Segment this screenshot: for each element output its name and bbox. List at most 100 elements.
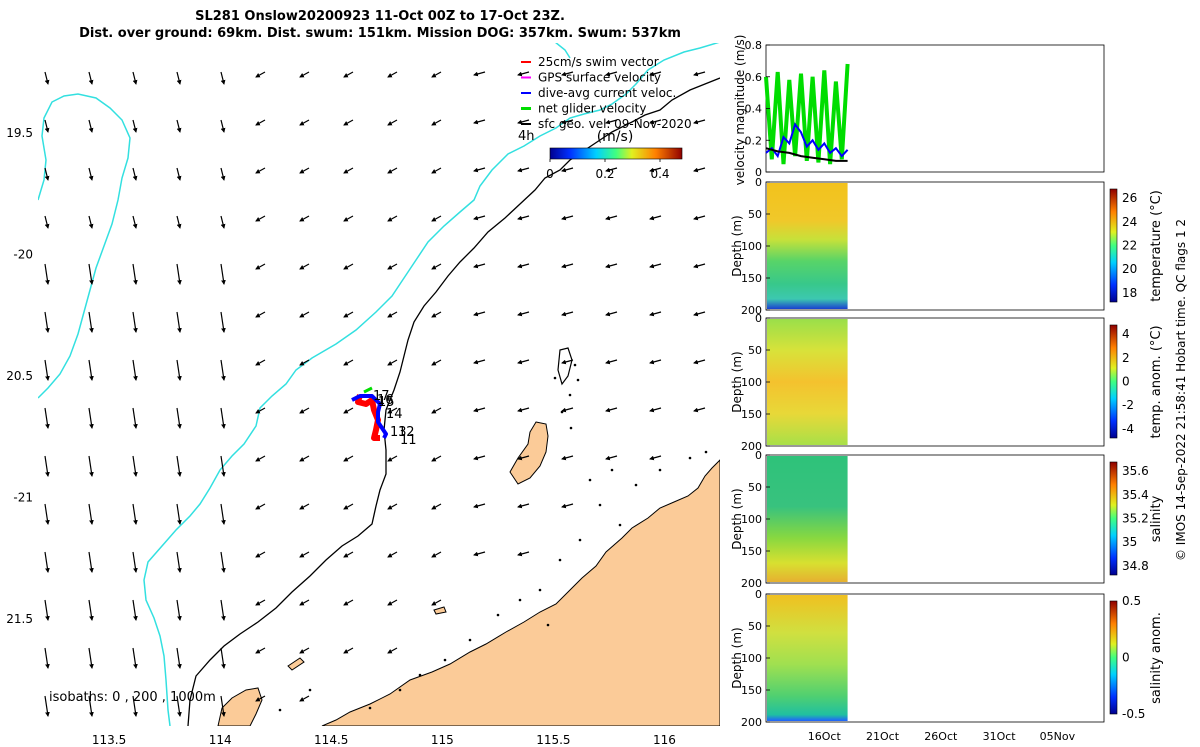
velocity-vector — [343, 359, 354, 366]
velocity-vector — [132, 695, 138, 717]
velocity-vector — [299, 455, 310, 462]
velocity-vector — [605, 215, 618, 221]
map-y-tick-label: 21.5 — [6, 612, 33, 626]
velocity-vector — [649, 119, 662, 125]
section-data-field — [767, 456, 848, 582]
velocity-vector — [255, 647, 266, 654]
geostrophic-velocity-vectors — [44, 71, 706, 717]
velocity-vector — [473, 359, 486, 365]
velocity-vector — [343, 647, 354, 654]
velocity-vector — [299, 263, 310, 270]
depth-tick-label: 100 — [741, 240, 762, 253]
velocity-vector — [473, 551, 486, 557]
isobath-label: isobaths: 0 , 200 , 1000m — [49, 690, 216, 705]
velocity-vector — [431, 503, 442, 510]
velocity-vector — [561, 455, 574, 461]
velocity-vector — [693, 119, 706, 125]
velocity-ytick-label: 0 — [755, 166, 762, 179]
track-day-label: 17 — [373, 389, 390, 404]
velocity-vector — [561, 407, 574, 413]
depth-tick-label: 0 — [755, 449, 762, 462]
colorbar-label: temperature (°C) — [1149, 190, 1164, 302]
velocity-vector — [299, 647, 310, 654]
section-colorbar — [1109, 600, 1118, 715]
date-tick-label: 21Oct — [866, 730, 900, 743]
velocity-vector — [176, 599, 182, 621]
colorbar-label: (m/s) — [597, 129, 634, 145]
velocity-vector — [431, 599, 442, 606]
depth-tick-label: 100 — [741, 376, 762, 389]
velocity-vector — [176, 551, 182, 573]
velocity-vector — [431, 551, 442, 558]
track-day-label: 11 — [400, 433, 417, 448]
velocity-vector — [176, 215, 182, 229]
velocity-vector — [220, 407, 226, 429]
velocity-vector — [44, 599, 50, 621]
net-glider-velocity — [363, 386, 373, 394]
isobath-200m — [38, 43, 720, 726]
velocity-vector — [649, 215, 662, 221]
velocity-vector — [44, 215, 50, 229]
velocity-vector — [176, 407, 182, 429]
velocity-vector — [176, 695, 182, 717]
velocity-vector — [44, 167, 50, 181]
depth-tick-label: 150 — [741, 408, 762, 421]
section-panel-salinity: 0 50 100 150 200 Depth (m) 34.8 35 35.2 35.4 35.6 s… — [730, 449, 1164, 590]
map-x-tick-label: 114.5 — [314, 733, 348, 747]
velocity-vector — [517, 503, 530, 509]
velocity-vector — [88, 455, 94, 477]
velocity-vector — [255, 695, 266, 702]
section-panel-temperature: 0 50 100 150 200 Depth (m) 18 20 22 24 26 temperatu… — [730, 176, 1164, 317]
velocity-vector — [44, 359, 50, 381]
velocity-vector — [132, 311, 138, 333]
island-small-1 — [433, 606, 447, 615]
velocity-vector — [693, 407, 706, 413]
velocity-vector — [44, 119, 50, 133]
velocity-vector — [176, 503, 182, 525]
colorbar-tick-label: 35.2 — [1122, 512, 1149, 526]
velocity-vector — [649, 71, 662, 77]
velocity-ytick-label: 0.6 — [745, 71, 763, 84]
velocity-vector — [343, 311, 354, 318]
velocity-vector — [220, 455, 226, 477]
velocity-vector — [431, 311, 442, 318]
legend-entry: 25cm/s swim vector — [538, 55, 659, 69]
velocity-vector — [517, 263, 530, 269]
velocity-vector — [44, 71, 50, 85]
velocity-vector — [132, 647, 138, 669]
map-y-tick-label: -20 — [13, 247, 33, 261]
velocity-vector — [88, 215, 94, 229]
colorbar-tick-label: 0 — [546, 167, 554, 181]
velocity-vector — [517, 119, 530, 125]
velocity-vector — [343, 599, 354, 606]
speed-colorbar-ticks: 0 0.2 0.4 — [546, 159, 670, 181]
velocity-vector — [299, 503, 310, 510]
depth-tick-label: 50 — [748, 208, 762, 221]
velocity-vector — [44, 647, 50, 669]
velocity-vector — [299, 407, 310, 414]
depth-tick-label: 150 — [741, 545, 762, 558]
velocity-vector — [255, 311, 266, 318]
velocity-vector — [255, 119, 266, 126]
reef-dots — [278, 363, 708, 712]
velocity-vector — [517, 455, 530, 461]
velocity-vector — [44, 407, 50, 429]
velocity-vector — [220, 71, 226, 85]
velocity-vector — [44, 455, 50, 477]
depth-axis-label: Depth (m) — [730, 488, 744, 549]
colorbar-tick-label: 35 — [1122, 535, 1137, 549]
colorbar-tick-label: -0.5 — [1122, 707, 1145, 721]
map-y-tick-label: -21 — [13, 491, 33, 505]
velocity-vector — [132, 263, 138, 285]
velocity-vector — [605, 71, 618, 77]
depth-axis-label: Depth (m) — [730, 215, 744, 276]
dive-avg-current — [351, 394, 388, 439]
velocity-vector — [299, 599, 310, 606]
speed-colorbar — [549, 147, 683, 160]
section-data-field — [767, 183, 848, 309]
depth-tick-label: 50 — [748, 481, 762, 494]
colorbar-label: salinity — [1149, 495, 1164, 542]
velocity-vector — [517, 311, 530, 317]
chart-title-line2: Dist. over ground: 69km. Dist. swum: 151… — [79, 26, 681, 41]
